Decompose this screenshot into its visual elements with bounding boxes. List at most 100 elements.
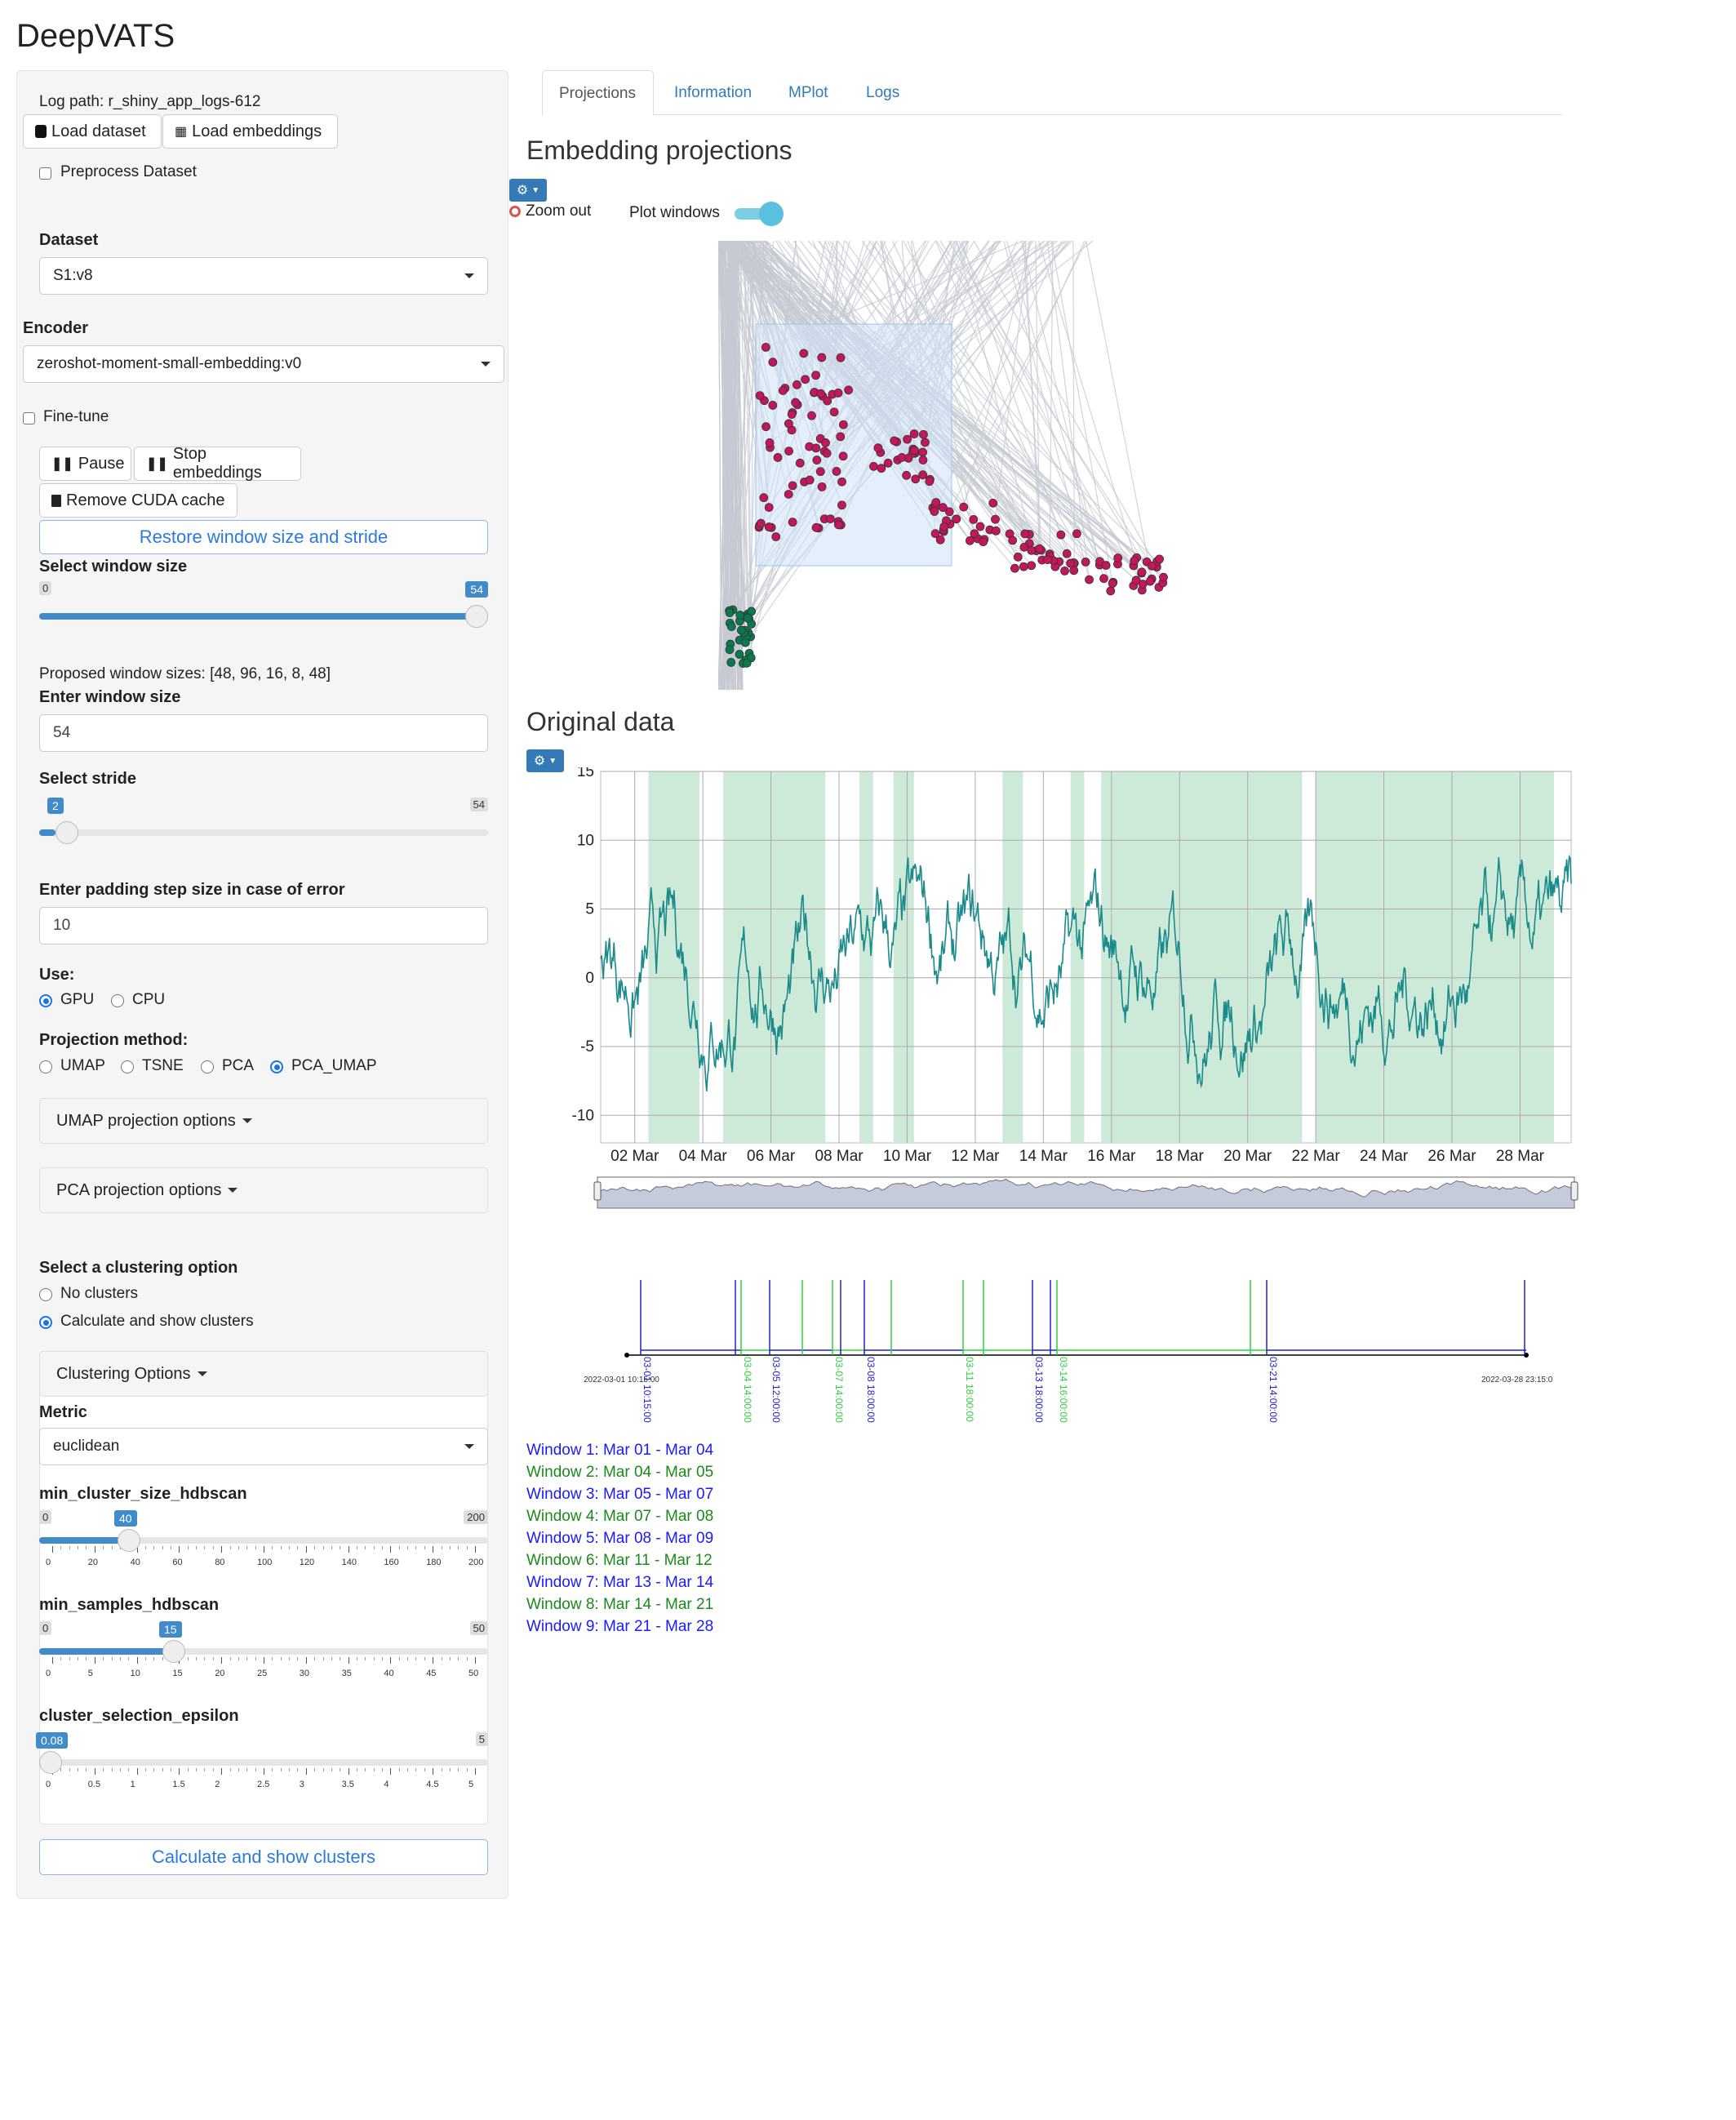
pca-options-toggle[interactable]: PCA projection options xyxy=(39,1167,488,1213)
projection-point[interactable] xyxy=(939,522,949,531)
projection-point[interactable] xyxy=(833,520,843,530)
projection-point[interactable] xyxy=(935,535,945,544)
projection-point[interactable] xyxy=(883,458,893,468)
projection-point[interactable] xyxy=(1145,576,1155,586)
projection-point[interactable] xyxy=(784,490,793,499)
min-cluster-slider[interactable]: 0 200 40 0 20 40 60 80 100 120 140 160 180 200 xyxy=(39,1510,488,1576)
projection-point[interactable] xyxy=(787,410,797,419)
projection-point[interactable] xyxy=(829,407,839,417)
projection-point[interactable] xyxy=(771,532,781,541)
projection-point[interactable] xyxy=(918,470,928,480)
projection-point[interactable] xyxy=(1013,552,1023,562)
projection-point[interactable] xyxy=(765,438,775,447)
projection-point[interactable] xyxy=(735,611,745,620)
projection-point[interactable] xyxy=(826,514,835,524)
projection-point[interactable] xyxy=(1056,530,1066,540)
gpu-radio[interactable] xyxy=(39,994,52,1007)
tsne-radio[interactable] xyxy=(121,1060,134,1073)
load-dataset-button[interactable]: Load dataset xyxy=(23,114,162,149)
projection-point[interactable] xyxy=(1113,553,1123,562)
projection-point[interactable] xyxy=(1035,544,1044,553)
stop-embeddings-button[interactable]: ❚❚ Stop embeddings xyxy=(134,445,301,482)
projection-point[interactable] xyxy=(969,515,979,524)
projection-point[interactable] xyxy=(1019,542,1029,552)
projection-point[interactable] xyxy=(788,518,797,527)
projection-point[interactable] xyxy=(778,386,788,395)
projection-point[interactable] xyxy=(788,481,797,491)
plot-windows-toggle[interactable] xyxy=(735,202,785,226)
projection-point[interactable] xyxy=(761,422,770,432)
projection-point[interactable] xyxy=(1159,572,1168,582)
projection-point[interactable] xyxy=(726,658,736,667)
preprocess-checkbox[interactable] xyxy=(39,167,51,180)
window-list-item[interactable]: Window 7: Mar 13 - Mar 14 xyxy=(526,1574,714,1591)
projection-point[interactable] xyxy=(836,353,846,362)
projection-point[interactable] xyxy=(959,502,969,512)
projection-point[interactable] xyxy=(817,482,827,491)
projection-point[interactable] xyxy=(784,419,793,429)
remove-cuda-button[interactable]: Remove CUDA cache xyxy=(39,483,238,518)
projection-point[interactable] xyxy=(736,625,746,635)
projection-point[interactable] xyxy=(897,453,907,462)
projection-point[interactable] xyxy=(836,432,846,442)
projection-point[interactable] xyxy=(909,429,919,438)
window-list-item[interactable]: Window 4: Mar 07 - Mar 08 xyxy=(526,1508,714,1525)
tab-mplot[interactable]: MPlot xyxy=(788,84,828,101)
projection-point[interactable] xyxy=(919,429,928,439)
projection-point[interactable] xyxy=(1085,575,1094,584)
projection-point[interactable] xyxy=(822,448,832,458)
projection-point[interactable] xyxy=(1095,557,1104,567)
projection-point[interactable] xyxy=(1137,567,1147,577)
projection-plot[interactable] xyxy=(718,241,1339,690)
range-handle-left[interactable] xyxy=(593,1181,602,1201)
window-size-slider[interactable]: 0 54 xyxy=(39,581,488,638)
zoom-out-button[interactable]: Zoom out xyxy=(509,202,591,220)
projection-point[interactable] xyxy=(1043,555,1052,564)
projection-point[interactable] xyxy=(768,401,778,410)
calc-clusters-radio[interactable] xyxy=(39,1316,52,1329)
projection-point[interactable] xyxy=(833,389,843,398)
projection-point[interactable] xyxy=(1010,563,1019,573)
window-list-item[interactable]: Window 6: Mar 11 - Mar 12 xyxy=(526,1552,713,1569)
projection-point[interactable] xyxy=(764,503,774,513)
projection-point[interactable] xyxy=(811,371,820,380)
projection-point[interactable] xyxy=(938,503,948,513)
dataset-select[interactable]: S1:v8 xyxy=(39,257,488,295)
pca-radio[interactable] xyxy=(201,1060,214,1073)
pca-umap-radio[interactable] xyxy=(270,1060,283,1073)
window-list-item[interactable]: Window 5: Mar 08 - Mar 09 xyxy=(526,1530,714,1547)
projection-point[interactable] xyxy=(791,398,801,407)
projection-point[interactable] xyxy=(807,411,816,420)
projection-point[interactable] xyxy=(991,514,1000,524)
projection-point[interactable] xyxy=(726,622,736,632)
restore-window-button[interactable]: Restore window size and stride xyxy=(39,520,488,554)
padding-input[interactable]: 10 xyxy=(39,907,488,944)
cpu-radio[interactable] xyxy=(111,994,124,1007)
projection-point[interactable] xyxy=(925,477,935,487)
fine-tune-checkbox[interactable] xyxy=(23,412,35,424)
no-clusters-radio[interactable] xyxy=(39,1288,52,1301)
metric-select[interactable]: euclidean xyxy=(39,1428,488,1465)
projection-point[interactable] xyxy=(1131,576,1141,585)
projection-point[interactable] xyxy=(811,522,821,532)
projection-point[interactable] xyxy=(877,464,886,473)
window-list-item[interactable]: Window 9: Mar 21 - Mar 28 xyxy=(526,1618,714,1635)
slider-handle[interactable] xyxy=(39,1751,62,1774)
projection-point[interactable] xyxy=(930,529,940,539)
projection-point[interactable] xyxy=(873,443,883,453)
projection-point[interactable] xyxy=(805,475,815,485)
projection-point[interactable] xyxy=(838,420,848,429)
projection-point[interactable] xyxy=(975,522,985,531)
projection-point[interactable] xyxy=(952,514,961,524)
projection-point[interactable] xyxy=(815,467,825,477)
projection-point[interactable] xyxy=(823,396,832,406)
projection-point[interactable] xyxy=(1106,586,1116,596)
brush-selection[interactable] xyxy=(755,323,952,567)
projection-point[interactable] xyxy=(930,507,939,516)
slider-handle[interactable] xyxy=(162,1640,185,1663)
projection-point[interactable] xyxy=(735,650,744,659)
projection-point[interactable] xyxy=(743,613,753,623)
projection-point[interactable] xyxy=(979,537,988,547)
pause-button[interactable]: ❚❚ Pause xyxy=(39,447,131,481)
